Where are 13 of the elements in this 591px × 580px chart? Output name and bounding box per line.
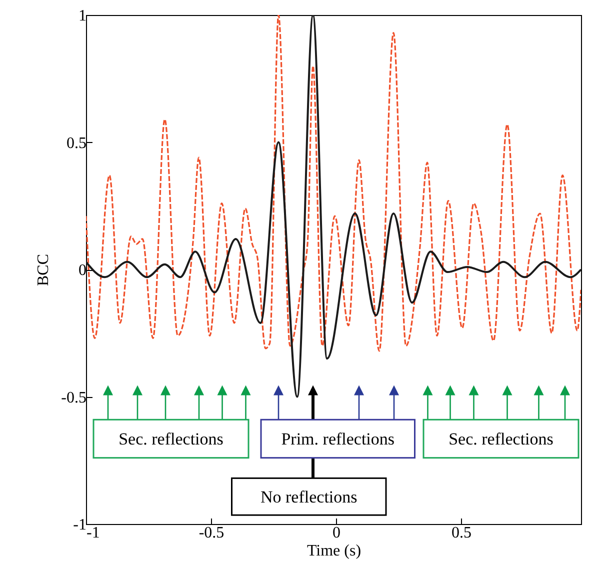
y-tick-label: 1 (78, 8, 86, 24)
annotation: Prim. reflections (281, 430, 395, 449)
y-axis-title: BCC (35, 254, 52, 286)
y-tick-label: 0.5 (66, 134, 86, 152)
y-tick-label: 0 (78, 262, 86, 279)
y-tick-label: -0.5 (61, 389, 86, 406)
x-tick-label: 0 (332, 524, 340, 542)
x-tick-label: 0.5 (452, 524, 472, 542)
annotation: No reflections (260, 488, 358, 507)
annotation: Sec. reflections (448, 430, 554, 449)
x-tick-label: -0.5 (198, 524, 224, 542)
x-axis-title: Time (s) (306, 542, 362, 560)
annotation: Sec. reflections (118, 430, 224, 449)
